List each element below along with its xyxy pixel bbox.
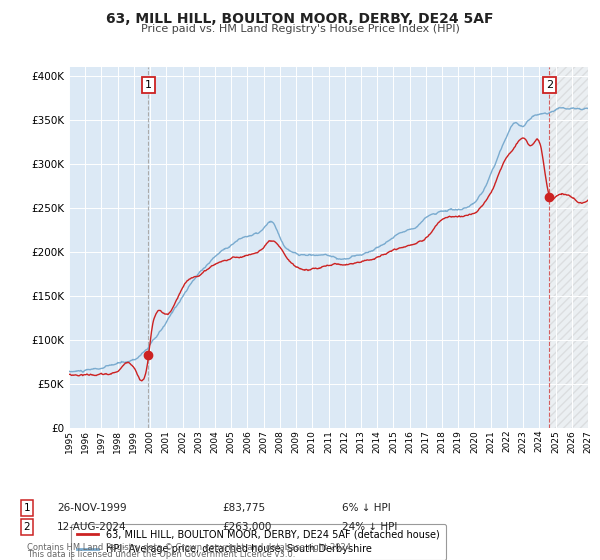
Text: 63, MILL HILL, BOULTON MOOR, DERBY, DE24 5AF: 63, MILL HILL, BOULTON MOOR, DERBY, DE24… (106, 12, 494, 26)
Text: £83,775: £83,775 (222, 503, 265, 513)
Legend: 63, MILL HILL, BOULTON MOOR, DERBY, DE24 5AF (detached house), HPI: Average pric: 63, MILL HILL, BOULTON MOOR, DERBY, DE24… (71, 524, 446, 560)
Bar (550, 67, 588, 428)
Text: £263,000: £263,000 (222, 522, 271, 532)
Text: 2: 2 (546, 80, 553, 90)
Text: Contains HM Land Registry data © Crown copyright and database right 2024.: Contains HM Land Registry data © Crown c… (27, 543, 353, 552)
Text: This data is licensed under the Open Government Licence v3.0.: This data is licensed under the Open Gov… (27, 550, 295, 559)
Text: 6% ↓ HPI: 6% ↓ HPI (342, 503, 391, 513)
Text: 24% ↓ HPI: 24% ↓ HPI (342, 522, 397, 532)
Text: 26-NOV-1999: 26-NOV-1999 (57, 503, 127, 513)
Text: 12-AUG-2024: 12-AUG-2024 (57, 522, 127, 532)
Text: 2: 2 (23, 522, 31, 532)
Text: Price paid vs. HM Land Registry's House Price Index (HPI): Price paid vs. HM Land Registry's House … (140, 24, 460, 34)
Text: 1: 1 (23, 503, 31, 513)
Text: 1: 1 (145, 80, 152, 90)
